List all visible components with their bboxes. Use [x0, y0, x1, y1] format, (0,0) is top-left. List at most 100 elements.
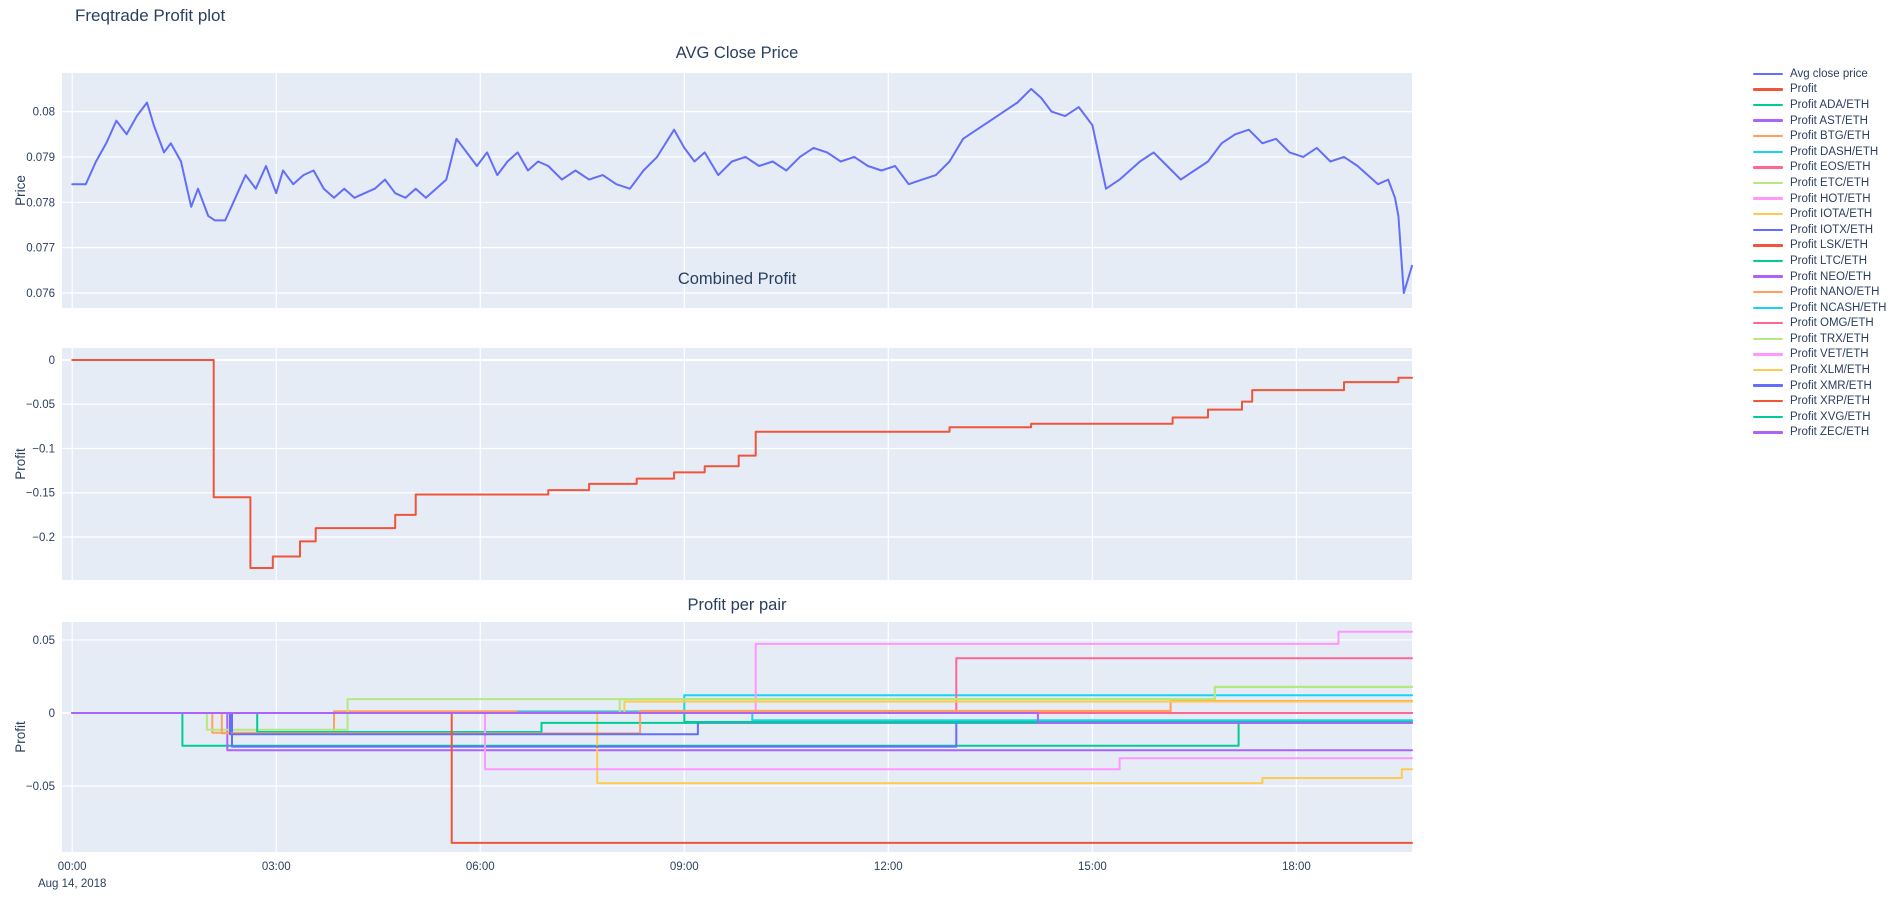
subplot-title-avg-close-price: AVG Close Price [676, 44, 799, 62]
legend-line-sample [1753, 134, 1783, 138]
legend-item-profit-neo-eth[interactable]: Profit NEO/ETH [1753, 269, 1896, 285]
legend-line-sample [1753, 415, 1783, 419]
legend-label: Profit EOS/ETH [1790, 161, 1871, 174]
legend-label: Profit XRP/ETH [1790, 395, 1870, 408]
x-tick-label: 15:00 [1078, 861, 1107, 873]
legend-item-profit-iotx-eth[interactable]: Profit IOTX/ETH [1753, 222, 1896, 238]
line-avg-close-price [71, 87, 1413, 294]
legend-label: Profit XMR/ETH [1790, 379, 1872, 392]
legend-item-profit-omg-eth[interactable]: Profit OMG/ETH [1753, 316, 1896, 332]
x-tick-label: 03:00 [262, 861, 291, 873]
x-tick-label: 12:00 [874, 861, 903, 873]
legend-item-profit-xmr-eth[interactable]: Profit XMR/ETH [1753, 378, 1896, 394]
legend-item-profit-nano-eth[interactable]: Profit NANO/ETH [1753, 284, 1896, 300]
legend-label: Profit ADA/ETH [1790, 98, 1870, 111]
legend-item-profit[interactable]: Profit [1753, 82, 1896, 98]
legend-label: Profit ZEC/ETH [1790, 426, 1870, 439]
legend-line-sample [1753, 431, 1783, 434]
legend-item-profit-vet-eth[interactable]: Profit VET/ETH [1753, 347, 1896, 363]
legend-line-sample [1753, 103, 1783, 107]
x-axis-date-label: Aug 14, 2018 [38, 878, 106, 890]
x-tick-label: 00:00 [58, 861, 87, 873]
legend-item-profit-lsk-eth[interactable]: Profit LSK/ETH [1753, 238, 1896, 254]
legend-item-profit-trx-eth[interactable]: Profit TRX/ETH [1753, 331, 1896, 347]
plot-area-combined-profit[interactable] [62, 348, 1412, 580]
subplot-title-combined-profit: Combined Profit [678, 270, 797, 288]
legend-line-sample [1753, 72, 1783, 75]
y-axis-title: Profit [13, 721, 28, 753]
legend-line-sample [1753, 197, 1783, 200]
y-axis-title: Profit [13, 448, 28, 480]
legend-label: Profit ETC/ETH [1790, 176, 1870, 189]
line-profit [71, 359, 1413, 569]
legend-label: Profit BTG/ETH [1790, 130, 1870, 143]
legend-line-sample [1753, 290, 1783, 294]
y-tick-label: 0.079 [26, 152, 55, 164]
legend-line-sample [1753, 322, 1783, 325]
legend-item-profit-eos-eth[interactable]: Profit EOS/ETH [1753, 160, 1896, 176]
legend-item-profit-etc-eth[interactable]: Profit ETC/ETH [1753, 175, 1896, 191]
x-tick-label: 09:00 [670, 861, 699, 873]
legend-label: Profit XLM/ETH [1790, 364, 1870, 377]
legend-item-profit-ast-eth[interactable]: Profit AST/ETH [1753, 113, 1896, 129]
legend-line-sample [1753, 244, 1783, 247]
legend-label: Profit OMG/ETH [1790, 317, 1874, 330]
legend-label: Profit LSK/ETH [1790, 239, 1868, 252]
legend-item-profit-zec-eth[interactable]: Profit ZEC/ETH [1753, 425, 1896, 441]
legend-line-sample [1753, 353, 1783, 356]
x-tick-label: 06:00 [466, 861, 495, 873]
legend-label: Profit TRX/ETH [1790, 332, 1870, 345]
legend-line-sample [1753, 150, 1783, 153]
y-tick-label: 0 [49, 708, 55, 720]
legend-line-sample [1753, 212, 1783, 216]
legend-label: Profit HOT/ETH [1790, 192, 1871, 205]
legend-item-profit-ada-eth[interactable]: Profit ADA/ETH [1753, 97, 1896, 113]
y-tick-label: 0.08 [33, 107, 55, 119]
legend: Avg close price Profit Profit ADA/ETH Profi… [1753, 66, 1896, 440]
legend-line-sample [1753, 400, 1783, 403]
legend-label: Profit DASH/ETH [1790, 145, 1879, 158]
legend-item-profit-hot-eth[interactable]: Profit HOT/ETH [1753, 191, 1896, 207]
legend-item-profit-xlm-eth[interactable]: Profit XLM/ETH [1753, 362, 1896, 378]
legend-item-avg-close-price[interactable]: Avg close price [1753, 66, 1896, 82]
y-tick-label: −0.1 [32, 443, 55, 455]
legend-label: Profit NCASH/ETH [1790, 301, 1887, 314]
legend-label: Avg close price [1790, 67, 1868, 80]
legend-label: Profit VET/ETH [1790, 348, 1869, 361]
y-tick-label: 0.078 [26, 197, 55, 209]
legend-item-profit-ncash-eth[interactable]: Profit NCASH/ETH [1753, 300, 1896, 316]
legend-line-sample [1753, 88, 1783, 91]
y-tick-label: −0.05 [26, 781, 55, 793]
plot-area-profit-per-pair[interactable] [62, 622, 1412, 852]
legend-label: Profit AST/ETH [1790, 114, 1868, 127]
legend-line-sample [1753, 181, 1783, 185]
legend-item-profit-xrp-eth[interactable]: Profit XRP/ETH [1753, 393, 1896, 409]
legend-label: Profit NEO/ETH [1790, 270, 1872, 283]
y-tick-label: 0.076 [26, 288, 55, 300]
legend-line-sample [1753, 228, 1783, 231]
page-title: Freqtrade Profit plot [75, 6, 226, 25]
subplot-title-profit-per-pair: Profit per pair [687, 596, 787, 614]
legend-item-profit-dash-eth[interactable]: Profit DASH/ETH [1753, 144, 1896, 160]
legend-line-sample [1753, 337, 1783, 341]
legend-item-profit-ltc-eth[interactable]: Profit LTC/ETH [1753, 253, 1896, 269]
legend-line-sample [1753, 166, 1783, 169]
legend-label: Profit [1790, 83, 1817, 96]
y-tick-label: −0.15 [26, 488, 55, 500]
legend-label: Profit IOTA/ETH [1790, 208, 1873, 221]
legend-line-sample [1753, 384, 1783, 387]
legend-line-sample [1753, 306, 1783, 309]
y-tick-label: −0.05 [26, 399, 55, 411]
y-axis-title: Price [13, 175, 28, 206]
legend-line-sample [1753, 119, 1783, 122]
legend-label: Profit NANO/ETH [1790, 286, 1880, 299]
legend-line-sample [1753, 259, 1783, 263]
legend-item-profit-btg-eth[interactable]: Profit BTG/ETH [1753, 128, 1896, 144]
legend-item-profit-iota-eth[interactable]: Profit IOTA/ETH [1753, 206, 1896, 222]
line-profit-zec-eth [71, 712, 1413, 724]
legend-item-profit-xvg-eth[interactable]: Profit XVG/ETH [1753, 409, 1896, 425]
y-tick-label: −0.2 [32, 532, 55, 544]
legend-label: Profit LTC/ETH [1790, 254, 1868, 267]
